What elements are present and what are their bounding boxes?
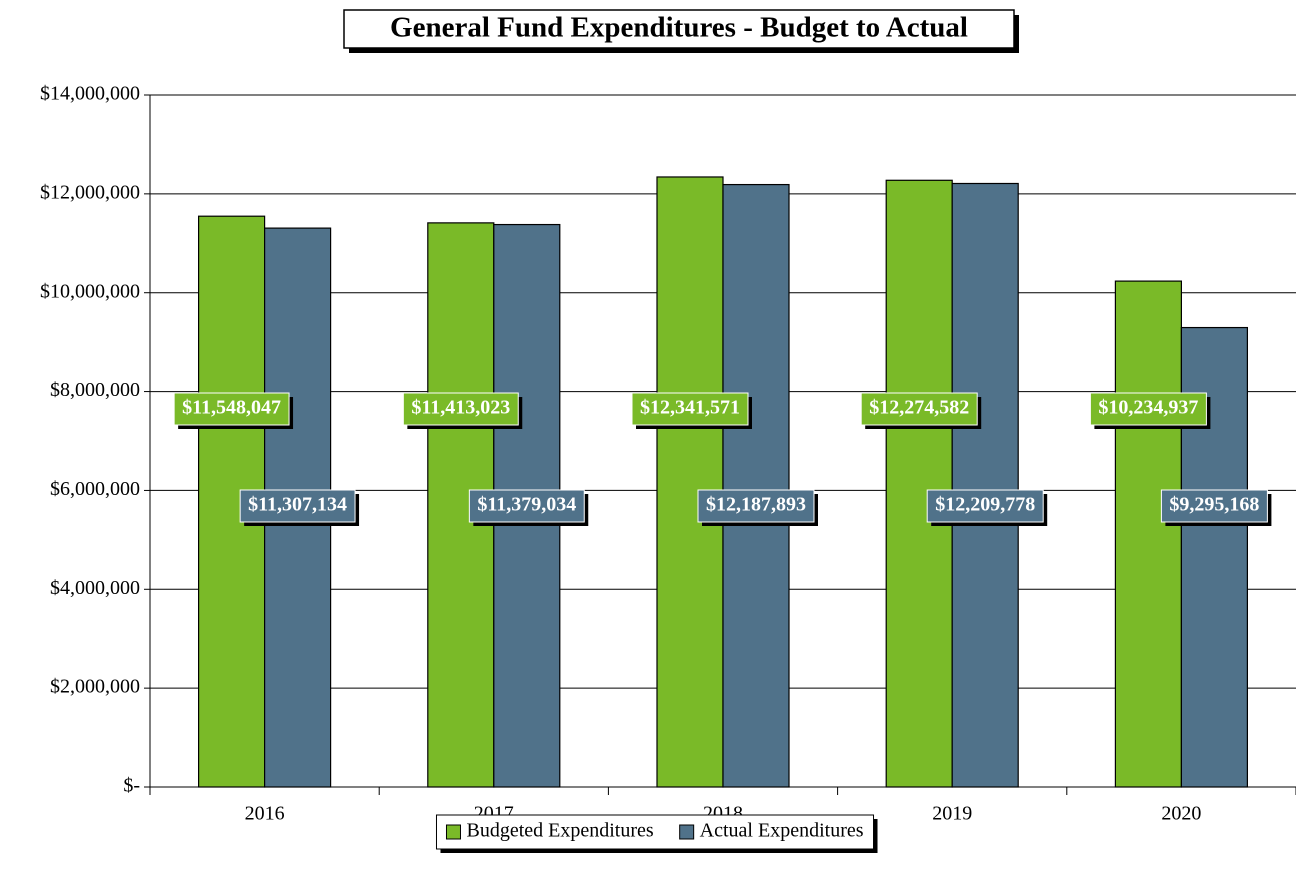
value-label-box: [402, 392, 519, 426]
bar: [656, 176, 724, 788]
value-label-box: [239, 489, 356, 523]
bar: [722, 183, 790, 788]
value-label: $11,413,023: [411, 397, 510, 419]
y-tick-label: $2,000,000: [50, 676, 140, 698]
legend-label: Actual Expenditures: [700, 820, 864, 842]
value-label: $12,187,893: [706, 494, 806, 516]
value-label: $12,209,778: [935, 494, 1035, 516]
value-label-box: [1160, 489, 1268, 523]
bar: [885, 179, 953, 788]
value-label: $10,234,937: [1098, 397, 1198, 419]
x-tick-label: 2016: [245, 803, 285, 825]
chart-title: General Fund Expenditures - Budget to Ac…: [390, 12, 968, 44]
y-tick-label: $4,000,000: [50, 577, 140, 599]
y-tick-label: $-: [123, 775, 140, 797]
value-label-box: [926, 489, 1044, 523]
value-label: $12,341,571: [640, 397, 740, 419]
y-tick-label: $12,000,000: [40, 181, 140, 203]
value-label: $9,295,168: [1169, 494, 1259, 516]
value-label-box: [468, 489, 585, 523]
value-label-box: [173, 392, 290, 426]
bar: [1114, 280, 1183, 788]
x-tick-label: 2019: [932, 803, 972, 825]
legend-swatch: [445, 824, 461, 840]
value-label: $11,379,034: [477, 494, 576, 516]
x-tick-label: 2020: [1161, 803, 1201, 825]
value-label-box: [631, 392, 749, 426]
value-label: $11,548,047: [182, 397, 281, 419]
legend-label: Budgeted Expenditures: [466, 820, 653, 842]
value-label: $11,307,134: [248, 494, 347, 516]
legend-box: [435, 814, 875, 850]
value-label: $12,274,582: [869, 397, 969, 419]
y-tick-label: $8,000,000: [50, 379, 140, 401]
bar: [951, 182, 1019, 788]
value-label-box: [860, 392, 978, 426]
y-tick-label: $14,000,000: [40, 83, 140, 105]
value-label-box: [697, 489, 815, 523]
legend-swatch: [679, 824, 695, 840]
y-tick-label: $10,000,000: [40, 280, 140, 302]
title-box: [343, 9, 1015, 49]
value-label-box: [1089, 392, 1207, 426]
y-tick-label: $6,000,000: [50, 478, 140, 500]
